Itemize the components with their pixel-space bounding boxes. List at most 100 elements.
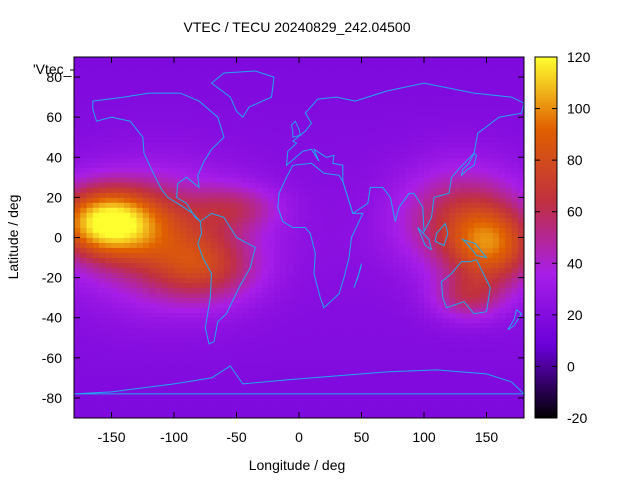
- heat-cell: [149, 87, 156, 93]
- heat-cell: [417, 72, 425, 78]
- heat-cell: [417, 77, 425, 83]
- heat-cell: [99, 227, 106, 233]
- heat-cell: [380, 352, 387, 359]
- heat-cell: [505, 137, 512, 143]
- heat-cell: [424, 412, 431, 419]
- heat-cell: [474, 177, 481, 183]
- heat-cell: [492, 162, 500, 168]
- heat-cell: [274, 252, 281, 258]
- heat-cell: [111, 352, 119, 359]
- heat-cell: [255, 372, 262, 379]
- heat-cell: [130, 262, 137, 268]
- heat-cell: [374, 357, 381, 364]
- heat-cell: [361, 372, 369, 379]
- heat-cell: [380, 162, 387, 168]
- heat-cell: [242, 332, 250, 339]
- heat-cell: [517, 227, 525, 233]
- heat-cell: [111, 357, 119, 364]
- heat-cell: [455, 207, 462, 213]
- heat-cell: [255, 147, 262, 153]
- heat-cell: [324, 217, 331, 223]
- heat-cell: [317, 112, 325, 118]
- heat-cell: [505, 222, 512, 228]
- heat-cell: [130, 92, 137, 98]
- heat-cell: [399, 202, 406, 208]
- heat-cell: [486, 377, 494, 384]
- heat-cell: [455, 297, 462, 304]
- heat-cell: [374, 407, 381, 414]
- heat-cell: [167, 407, 175, 414]
- heat-cell: [205, 237, 212, 243]
- heat-cell: [130, 327, 137, 334]
- heat-cell: [474, 267, 481, 273]
- heat-cell: [361, 197, 369, 203]
- heat-cell: [405, 242, 412, 248]
- heat-cell: [317, 402, 325, 409]
- heat-cell: [361, 82, 369, 88]
- heat-cell: [186, 77, 194, 83]
- heat-cell: [86, 322, 94, 329]
- heat-cell: [486, 342, 494, 349]
- heat-cell: [155, 107, 162, 113]
- heat-cell: [111, 242, 119, 248]
- heat-cell: [149, 317, 156, 324]
- heat-cell: [124, 352, 131, 359]
- heat-cell: [511, 127, 519, 133]
- heat-cell: [499, 72, 506, 78]
- heat-cell: [111, 387, 119, 394]
- heat-cell: [405, 107, 412, 113]
- heat-cell: [174, 267, 181, 273]
- heat-cell: [311, 362, 319, 369]
- heat-cell: [517, 132, 525, 138]
- heat-cell: [92, 362, 100, 369]
- heat-cell: [99, 357, 106, 364]
- heat-cell: [430, 137, 437, 143]
- heat-cell: [317, 87, 325, 93]
- heat-cell: [186, 292, 194, 299]
- heat-cell: [217, 152, 225, 158]
- heat-cell: [142, 342, 150, 349]
- heat-cell: [449, 97, 456, 103]
- heat-cell: [336, 177, 344, 183]
- heat-cell: [386, 407, 394, 414]
- heat-cell: [286, 187, 294, 193]
- heat-cell: [205, 277, 212, 284]
- heat-cell: [511, 172, 519, 178]
- heat-cell: [311, 372, 319, 379]
- heat-cell: [224, 217, 231, 223]
- heat-cell: [430, 287, 437, 294]
- heat-cell: [474, 357, 481, 364]
- heat-cell: [449, 157, 456, 163]
- heat-cell: [461, 307, 469, 314]
- heat-cell: [492, 372, 500, 379]
- heat-cell: [355, 377, 362, 384]
- heat-cell: [217, 157, 225, 163]
- heat-cell: [192, 387, 200, 394]
- heat-cell: [317, 162, 325, 168]
- heat-cell: [149, 207, 156, 213]
- heat-cell: [130, 392, 137, 399]
- heat-cell: [380, 247, 387, 253]
- heat-cell: [374, 367, 381, 374]
- heat-cell: [430, 297, 437, 304]
- heat-cell: [386, 127, 394, 133]
- heat-cell: [324, 287, 331, 294]
- heat-cell: [474, 402, 481, 409]
- heat-cell: [230, 192, 237, 198]
- heat-cell: [124, 367, 131, 374]
- heat-cell: [417, 132, 425, 138]
- heat-cell: [330, 287, 337, 294]
- heat-cell: [105, 147, 112, 153]
- heat-cell: [267, 362, 275, 369]
- heat-cell: [224, 67, 231, 73]
- heat-cell: [417, 107, 425, 113]
- heat-cell: [336, 132, 344, 138]
- heat-cell: [117, 302, 125, 309]
- heat-cell: [286, 287, 294, 294]
- heat-cell: [305, 347, 312, 354]
- heat-cell: [236, 267, 244, 273]
- heat-cell: [361, 322, 369, 329]
- heat-cell: [224, 407, 231, 414]
- heat-cell: [149, 367, 156, 374]
- heat-cell: [386, 392, 394, 399]
